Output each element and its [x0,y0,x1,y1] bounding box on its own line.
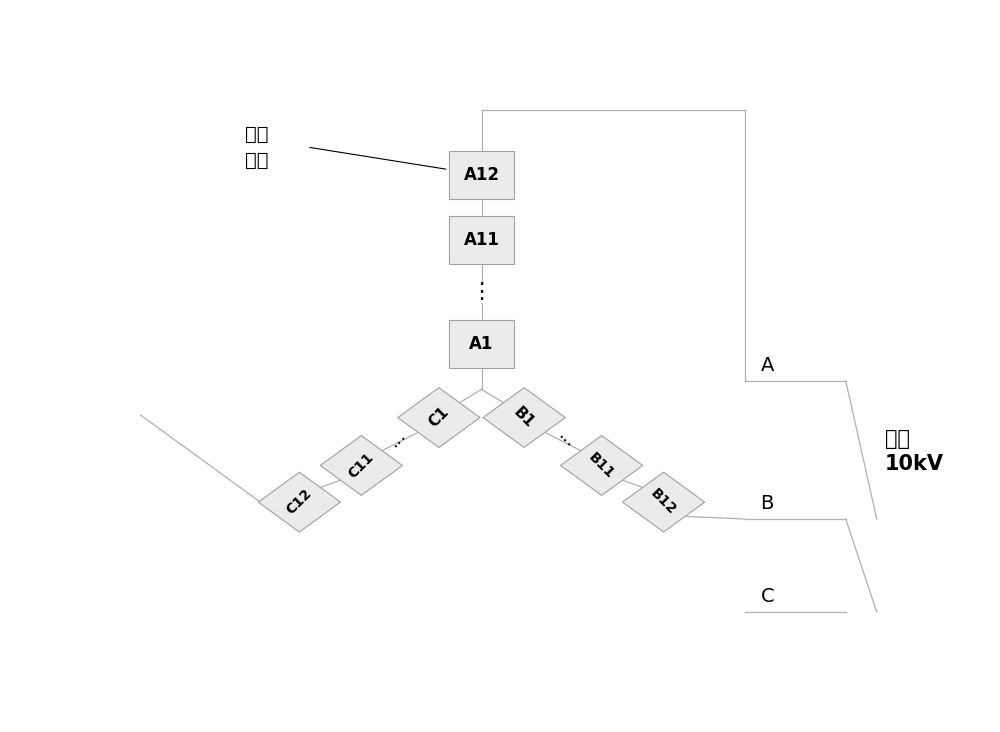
Text: B1: B1 [511,405,537,430]
Polygon shape [258,472,340,532]
Text: 功率
模块: 功率 模块 [245,124,269,170]
Bar [449,152,514,199]
Text: B11: B11 [586,450,617,481]
Polygon shape [320,436,402,496]
Polygon shape [398,388,480,447]
Polygon shape [483,388,565,447]
Text: ···: ··· [388,430,413,455]
Text: A: A [761,356,774,375]
Bar [449,321,514,368]
Text: C12: C12 [284,487,315,518]
Text: C: C [761,587,774,606]
Bar [449,216,514,264]
Bar [449,321,514,368]
Text: B12: B12 [648,487,679,518]
Text: C1: C1 [426,405,452,430]
Text: B: B [761,494,774,513]
Polygon shape [561,436,643,496]
Text: A12: A12 [464,166,500,184]
Text: 10kV: 10kV [885,454,944,474]
Bar [449,216,514,264]
Bar [449,152,514,199]
Text: ···: ··· [550,430,575,455]
Polygon shape [623,472,705,532]
Text: A11: A11 [464,231,499,249]
Text: C11: C11 [346,450,377,481]
Text: ⋮: ⋮ [470,282,493,302]
Text: 交流: 交流 [885,429,910,449]
Text: A1: A1 [469,335,494,354]
